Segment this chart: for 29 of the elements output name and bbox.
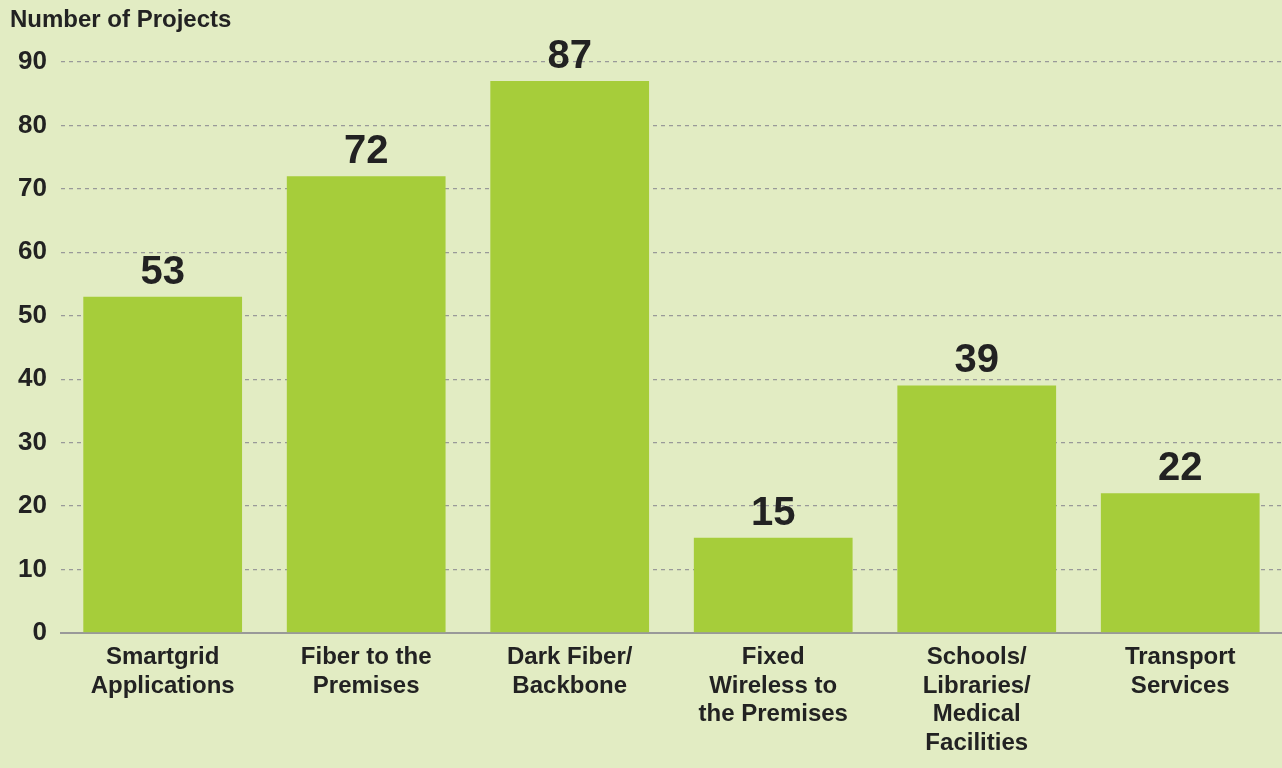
x-tick-label: Smartgrid Applications: [90, 641, 235, 698]
bar: [897, 385, 1057, 633]
y-tick-label: 20: [18, 489, 47, 520]
data-label: 72: [343, 127, 389, 172]
data-label: 53: [140, 247, 185, 292]
y-tick-label: 40: [18, 362, 47, 393]
y-tick-label: 50: [18, 298, 47, 329]
x-tick-label: Schools/Libraries/Medical Facilities: [922, 641, 1032, 756]
x-tick-label: Transport Services: [1124, 641, 1236, 698]
y-tick-label: 90: [18, 45, 47, 76]
y-tick-label: 30: [18, 425, 47, 456]
x-tick-label: Fiber to the Premises: [300, 641, 432, 698]
bar: [1100, 493, 1260, 633]
data-label: 87: [547, 32, 592, 77]
data-label: 15: [750, 488, 796, 533]
x-tick-label: Dark Fiber/Backbone: [507, 641, 633, 698]
data-label: 39: [954, 336, 999, 381]
y-tick-label: 0: [32, 615, 47, 646]
bar: [83, 296, 243, 633]
bar: [490, 81, 650, 633]
y-tick-label: 60: [18, 235, 47, 266]
data-label: 22: [1157, 444, 1203, 489]
y-tick-label: 80: [18, 108, 47, 139]
x-tick-label: Fixed Wireless to the Premises: [698, 641, 848, 727]
y-tick-label: 70: [18, 172, 47, 203]
bar: [286, 176, 446, 633]
y-axis-title: Number of Projects: [10, 4, 232, 32]
y-tick-label: 10: [18, 552, 47, 583]
bar: [693, 537, 853, 633]
